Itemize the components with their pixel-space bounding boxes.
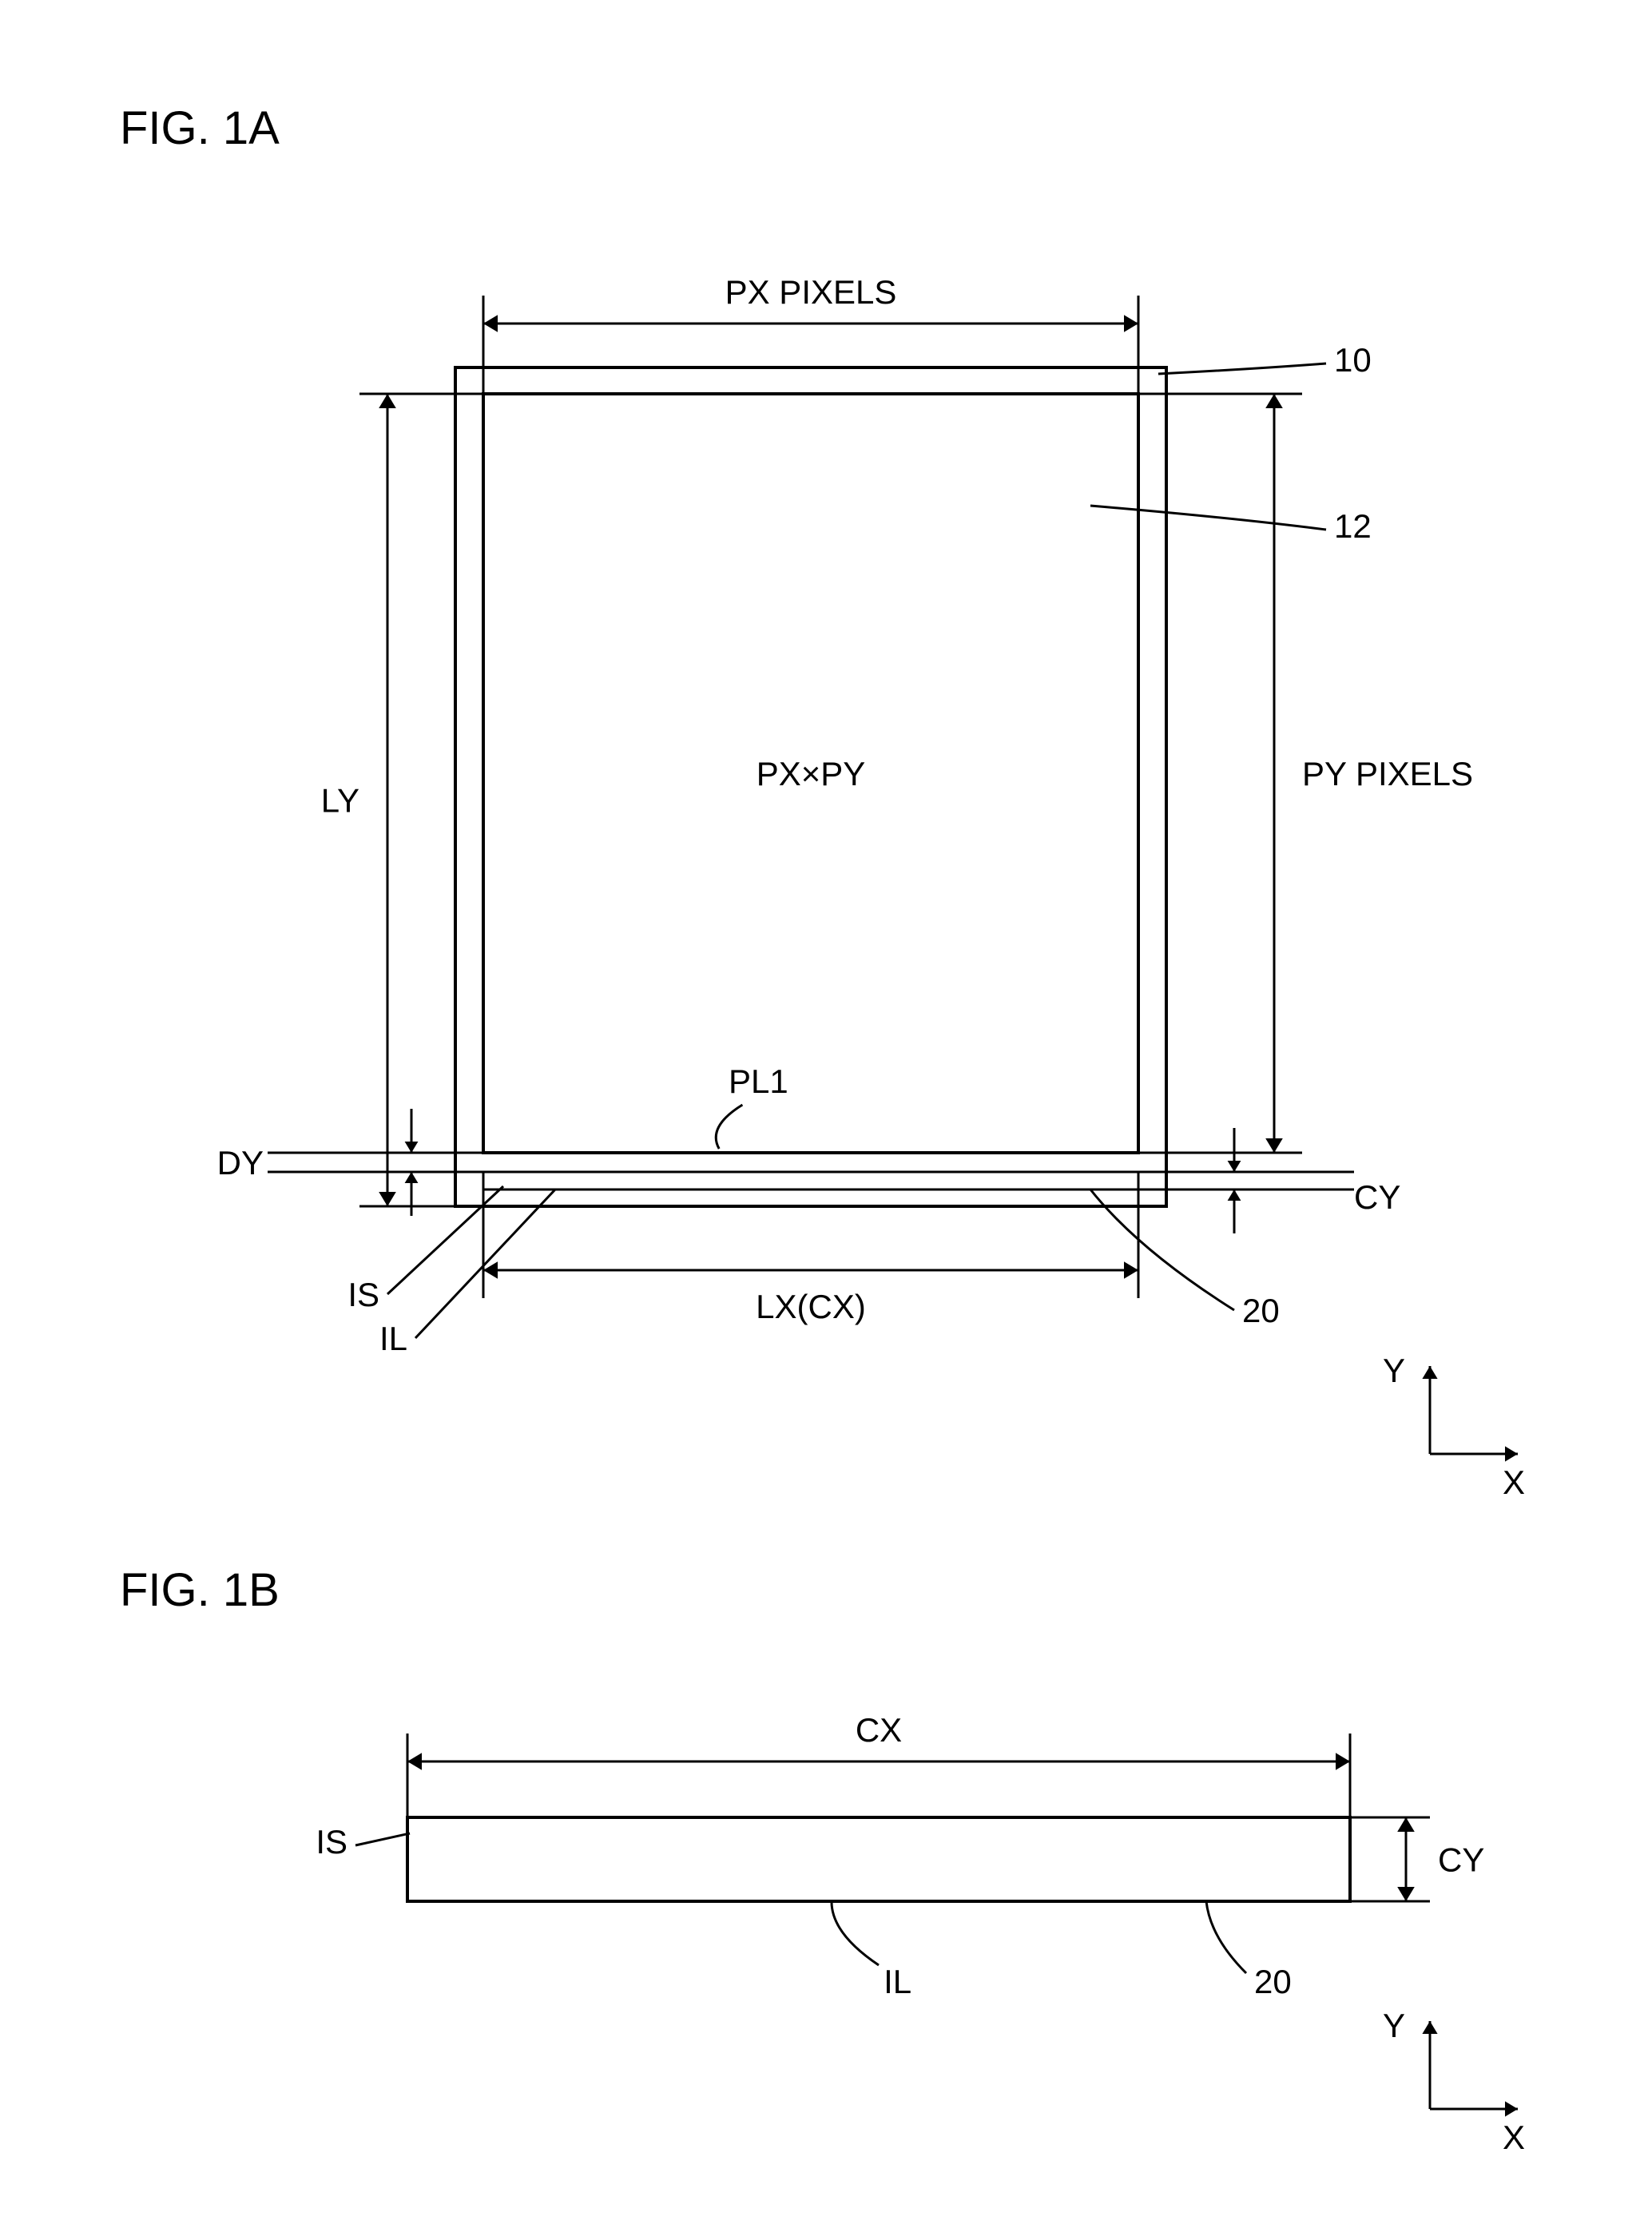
label-cx-b: CX xyxy=(856,1711,902,1749)
label-dy: DY xyxy=(217,1144,264,1182)
label-cy-b: CY xyxy=(1438,1841,1484,1879)
axis-y-label: Y xyxy=(1383,1352,1405,1389)
label-lxcx: LX(CX) xyxy=(756,1288,866,1325)
label-py-pixels: PY PIXELS xyxy=(1302,755,1473,792)
label-pxpy: PX×PY xyxy=(757,755,866,792)
ref-10: 10 xyxy=(1334,341,1372,379)
label-is: IS xyxy=(347,1276,379,1313)
ref-12: 12 xyxy=(1334,507,1372,545)
fig-1b: FIG. 1B CX CY IS IL 20 Y X xyxy=(120,1564,1525,2156)
label-pl1: PL1 xyxy=(729,1062,788,1100)
fig-1a-title: FIG. 1A xyxy=(120,102,280,154)
label-is-b: IS xyxy=(316,1823,347,1861)
label-il-b: IL xyxy=(884,1963,911,2000)
axis-y-label: Y xyxy=(1383,2007,1405,2044)
label-il: IL xyxy=(379,1320,407,1357)
label-ly: LY xyxy=(321,782,359,820)
chip-20 xyxy=(483,1172,1138,1189)
label-px-pixels: PX PIXELS xyxy=(725,273,897,311)
axis-x-label: X xyxy=(1503,2119,1525,2156)
label-cy: CY xyxy=(1354,1178,1400,1216)
ref-20-b: 20 xyxy=(1254,1963,1292,2000)
ref-20: 20 xyxy=(1242,1292,1280,1329)
axis-x-label: X xyxy=(1503,1463,1525,1501)
chip-20-b xyxy=(407,1817,1350,1901)
fig-1b-title: FIG. 1B xyxy=(120,1564,280,1616)
fig-1a: FIG. 1A PX PIXELS PY PIXELS LY PX×PY PL1 DY CY L… xyxy=(120,102,1525,1501)
